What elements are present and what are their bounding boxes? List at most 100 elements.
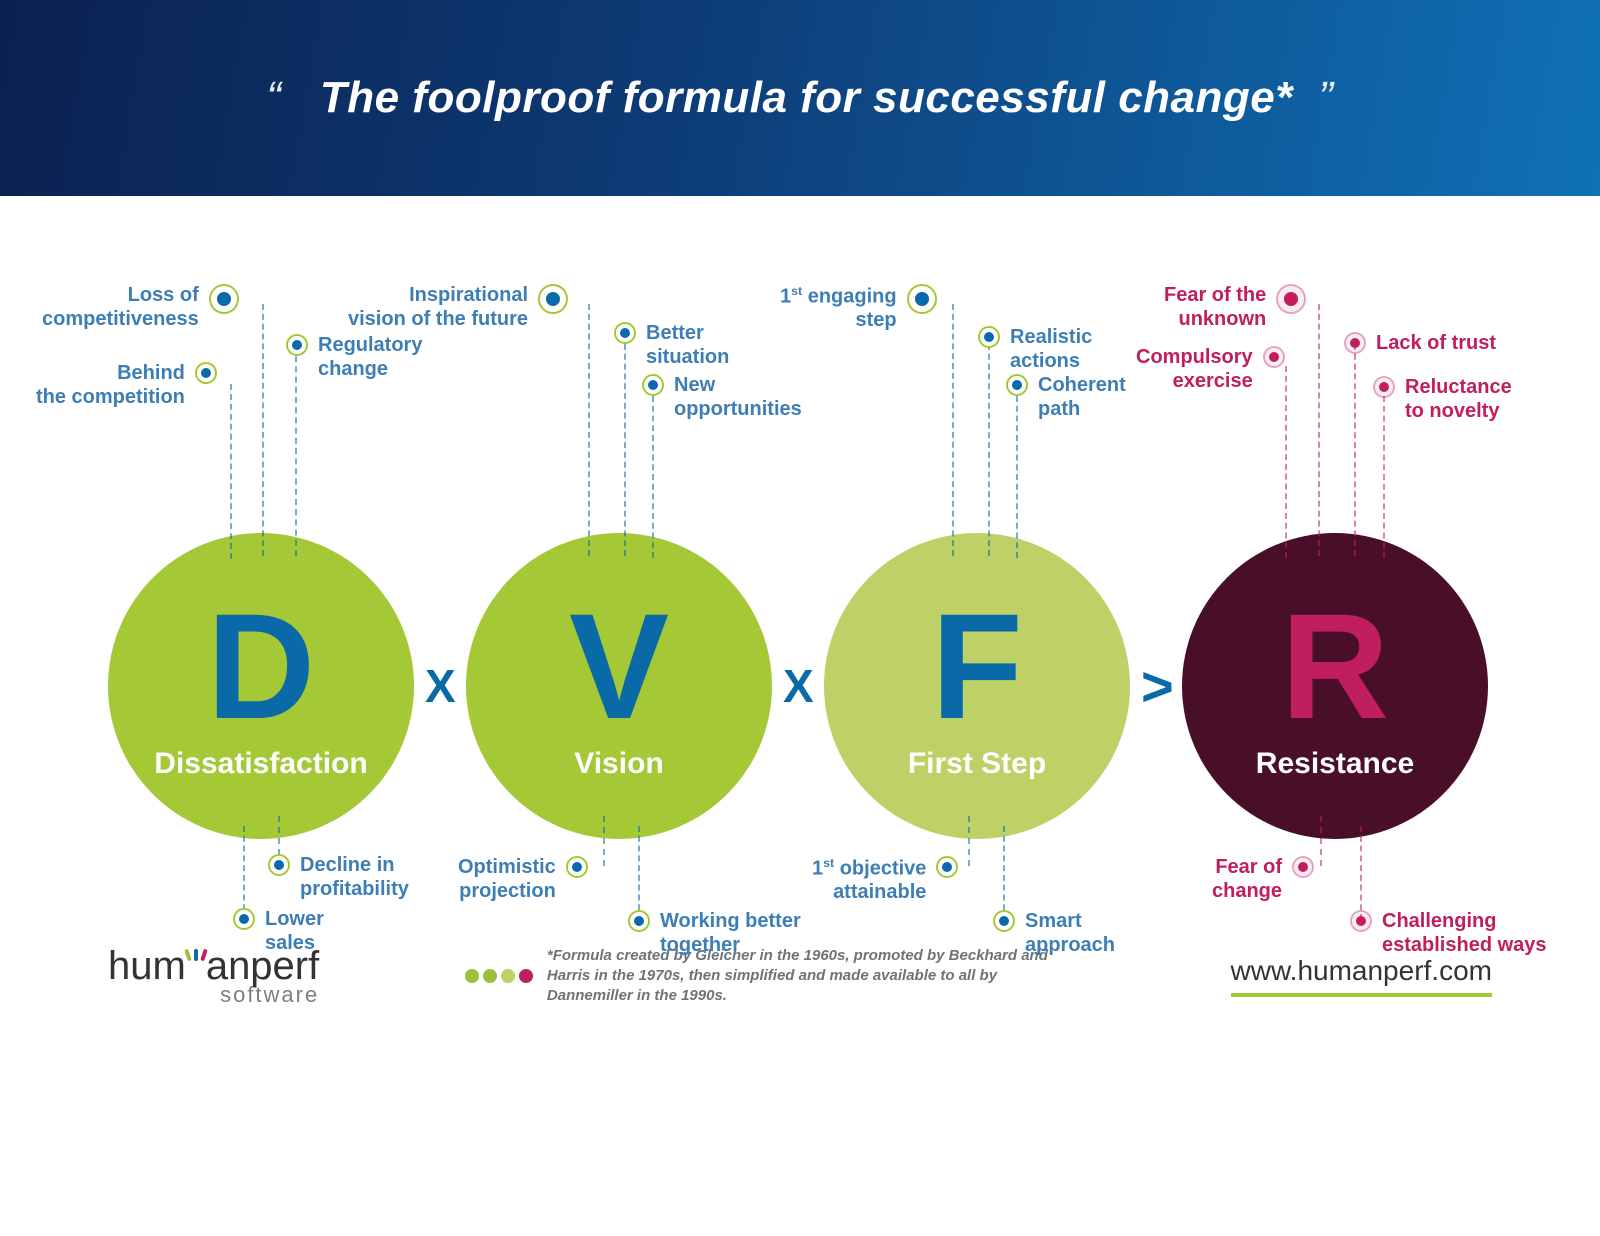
bubble-r: R Resistance [1182, 533, 1488, 839]
leader-line [952, 304, 954, 556]
leader-line [230, 384, 232, 559]
leader-line [988, 344, 990, 556]
callout-text: Reluctance to novelty [1405, 376, 1512, 423]
callout-text: Coherent path [1038, 374, 1126, 421]
callout-text: Loss of competitiveness [42, 284, 199, 331]
dot-icon [209, 284, 239, 314]
bubble-letter: F [931, 591, 1023, 741]
quote-open: “ [267, 73, 282, 122]
callout-text: Lower sales [265, 908, 324, 955]
dots-icon [465, 969, 533, 983]
leader-line [243, 826, 245, 920]
leader-line [638, 826, 640, 920]
callout-text: Lack of trust [1376, 332, 1496, 356]
dot-icon [1276, 284, 1306, 314]
logo-accent-icon [186, 949, 206, 961]
title-text: The foolproof formula for successful cha… [320, 73, 1293, 122]
operator-times-2: X [783, 659, 814, 713]
callout-text: 1st engagingstep [780, 284, 897, 333]
callout-text: Challenging established ways [1382, 910, 1547, 957]
dot-icon [614, 322, 636, 344]
callout-text: Behind the competition [36, 362, 185, 409]
callout-v-better: Better situation [614, 322, 729, 369]
callout-text: Fear of change [1212, 856, 1282, 903]
dot-icon [1344, 332, 1366, 354]
dot-icon [1373, 376, 1395, 398]
callout-text: Smart approach [1025, 910, 1115, 957]
operator-gt: > [1141, 654, 1174, 719]
callout-text: Compulsory exercise [1136, 346, 1253, 393]
callout-r-challenging: Challenging established ways [1350, 910, 1547, 957]
callout-r-reluctance: Reluctance to novelty [1373, 376, 1512, 423]
leader-line [262, 304, 264, 556]
callout-d-regulatory: Regulatory change [286, 334, 422, 381]
bubble-letter: R [1281, 591, 1389, 741]
bubble-label: Resistance [1256, 747, 1414, 781]
callout-text: Decline in profitability [300, 854, 409, 901]
quote-close: ” [1318, 73, 1333, 122]
dot-icon [1006, 374, 1028, 396]
callout-text: Working better together [660, 910, 801, 957]
callout-d-lower: Lower sales [233, 908, 324, 955]
callout-d-loss: Loss of competitiveness [42, 284, 239, 331]
callout-r-fear-unknown: Fear of the unknown [1164, 284, 1306, 331]
dot-icon [195, 362, 217, 384]
bubble-label: Vision [574, 747, 663, 781]
callout-r-compulsory: Compulsory exercise [1136, 346, 1285, 393]
callout-text: 1st objectiveattainable [812, 856, 926, 905]
page-title: “ The foolproof formula for successful c… [267, 73, 1334, 123]
dot-icon [1350, 910, 1372, 932]
callout-f-objective: 1st objectiveattainable [812, 856, 958, 905]
callout-text: Optimistic projection [458, 856, 556, 903]
callout-v-working: Working better together [628, 910, 801, 957]
dot-icon [993, 910, 1015, 932]
leader-line [968, 816, 970, 866]
bubble-letter: D [207, 591, 315, 741]
leader-line [1360, 826, 1362, 920]
callout-f-coherent: Coherent path [1006, 374, 1126, 421]
leader-line [624, 344, 626, 556]
dot-icon [978, 326, 1000, 348]
callout-v-optimistic: Optimistic projection [458, 856, 588, 903]
callout-v-new: New opportunities [642, 374, 802, 421]
header-banner: “ The foolproof formula for successful c… [0, 0, 1600, 196]
callout-d-decline: Decline in profitability [268, 854, 409, 901]
bubble-d: D Dissatisfaction [108, 533, 414, 839]
leader-line [1354, 344, 1356, 556]
callout-d-behind: Behind the competition [36, 362, 217, 409]
leader-line [1320, 816, 1322, 866]
callout-text: Fear of the unknown [1164, 284, 1266, 331]
leader-line [588, 304, 590, 556]
leader-line [1285, 366, 1287, 558]
formula-stage: D Dissatisfaction X V Vision X F First S… [0, 196, 1600, 914]
callout-f-engaging: 1st engagingstep [780, 284, 937, 333]
website-url[interactable]: www.humanperf.com [1231, 955, 1492, 997]
bubble-label: First Step [908, 747, 1046, 781]
callout-text: Realistic actions [1010, 326, 1092, 373]
callout-r-fearchange: Fear of change [1212, 856, 1314, 903]
callout-text: New opportunities [674, 374, 802, 421]
logo-part: hum [108, 944, 186, 988]
callout-f-smart: Smart approach [993, 910, 1115, 957]
dot-icon [642, 374, 664, 396]
bubble-f: F First Step [824, 533, 1130, 839]
leader-line [1318, 304, 1320, 556]
callout-v-inspirational: Inspirational vision of the future [348, 284, 568, 331]
operator-times-1: X [425, 659, 456, 713]
callout-r-lacktrust: Lack of trust [1344, 332, 1496, 356]
leader-line [603, 816, 605, 866]
dot-icon [538, 284, 568, 314]
dot-icon [907, 284, 937, 314]
dot-icon [936, 856, 958, 878]
callout-text: Regulatory change [318, 334, 422, 381]
dot-icon [1263, 346, 1285, 368]
callout-f-realistic: Realistic actions [978, 326, 1092, 373]
bubble-label: Dissatisfaction [154, 747, 367, 781]
dot-icon [233, 908, 255, 930]
dot-icon [268, 854, 290, 876]
callout-text: Inspirational vision of the future [348, 284, 528, 331]
dot-icon [566, 856, 588, 878]
dot-icon [1292, 856, 1314, 878]
dot-icon [286, 334, 308, 356]
callout-text: Better situation [646, 322, 729, 369]
